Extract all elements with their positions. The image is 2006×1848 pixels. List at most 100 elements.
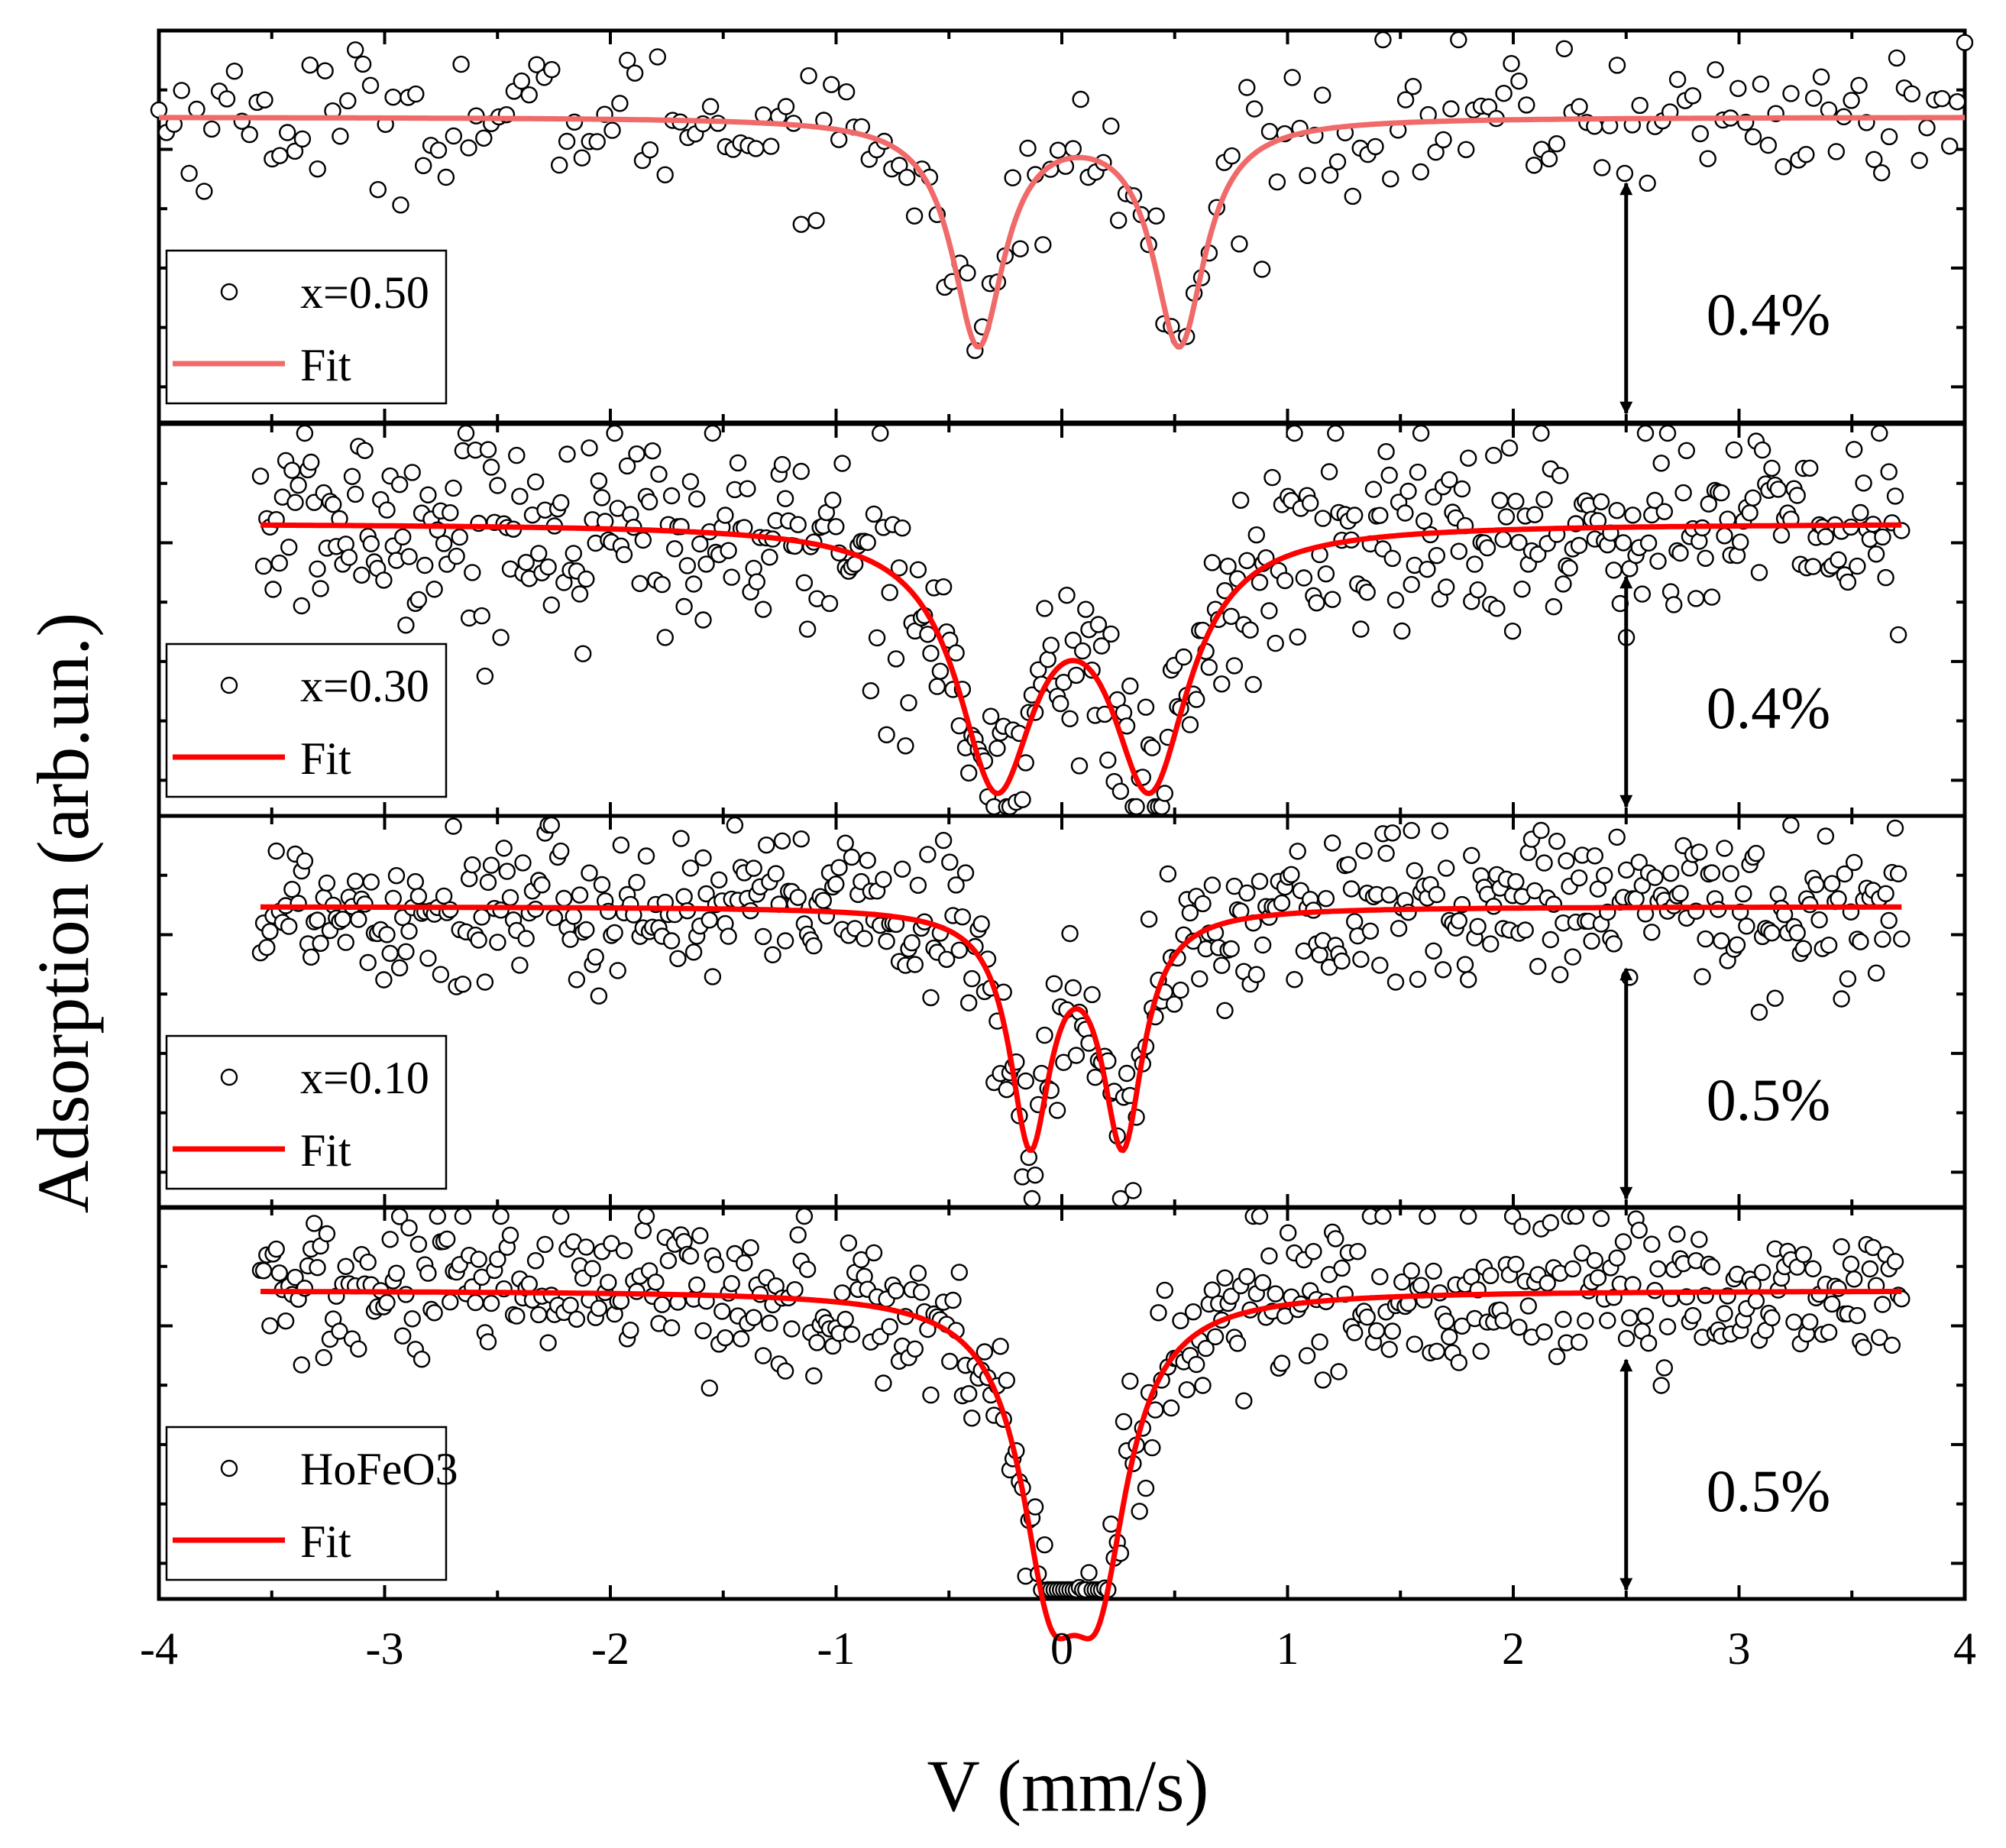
data-point: [998, 1371, 1016, 1390]
data-point: [1687, 590, 1705, 607]
data-point: [1797, 145, 1815, 163]
data-point: [1295, 569, 1313, 587]
data-point: [1823, 875, 1841, 892]
data-point: [1794, 1245, 1813, 1264]
y-axis-title: Adsorption (arb.un.): [22, 613, 104, 1214]
data-point: [517, 554, 535, 571]
data-point: [1323, 834, 1341, 852]
data-point: [1911, 151, 1928, 170]
data-point: [1450, 1354, 1468, 1371]
data-point: [1948, 92, 1966, 111]
data-point: [1561, 559, 1578, 577]
legend-data-label: HoFeO3: [300, 1444, 458, 1494]
data-point: [1599, 1312, 1616, 1329]
data-point: [922, 1386, 940, 1404]
data-point: [1415, 512, 1433, 530]
data-point: [1703, 1258, 1721, 1276]
data-point: [611, 95, 629, 112]
data-point: [1545, 598, 1563, 616]
data-point: [1567, 1207, 1585, 1225]
data-point: [1441, 471, 1458, 489]
data-point: [710, 871, 728, 889]
data-point: [615, 545, 633, 564]
data-point: [1364, 481, 1383, 498]
data-point: [1073, 642, 1092, 660]
data-point: [454, 1207, 472, 1225]
data-point: [1374, 31, 1392, 49]
data-point: [593, 875, 611, 894]
data-point: [1437, 859, 1455, 877]
data-point: [1849, 557, 1866, 575]
data-point: [1355, 842, 1373, 859]
data-point: [464, 564, 481, 581]
legend-marker: [220, 1459, 238, 1477]
data-point: [906, 956, 924, 973]
data-point: [853, 1251, 870, 1269]
legend-box: [165, 1426, 448, 1581]
data-point: [1267, 634, 1284, 652]
data-point: [1187, 1355, 1205, 1374]
data-point: [1707, 61, 1724, 79]
data-point: [1614, 534, 1632, 552]
data-point: [1260, 1247, 1278, 1265]
data-point: [1671, 544, 1689, 562]
data-point: [303, 948, 320, 966]
data-point: [1279, 1224, 1297, 1241]
data-point: [1886, 487, 1904, 505]
data-point: [347, 485, 364, 503]
data-point: [1617, 861, 1636, 879]
data-point: [678, 557, 696, 574]
data-point: [476, 973, 494, 991]
data-point: [1419, 1207, 1436, 1225]
data-point: [662, 1319, 681, 1337]
scale-bar-label: 0.5%: [1707, 1458, 1830, 1524]
data-point: [717, 507, 734, 524]
data-point: [542, 596, 560, 614]
data-point: [1871, 424, 1888, 442]
data-point: [1540, 150, 1558, 168]
data-point: [361, 76, 380, 95]
data-point: [403, 464, 421, 481]
data-point: [470, 1251, 487, 1268]
scale-bar-label: 0.5%: [1707, 1066, 1830, 1133]
data-point: [407, 85, 425, 103]
data-point: [482, 856, 500, 874]
data-point: [1238, 79, 1256, 96]
data-point: [1320, 463, 1338, 481]
x-tick-label: 0: [1050, 1623, 1073, 1674]
data-point: [501, 1226, 519, 1244]
data-point: [1245, 100, 1263, 118]
data-point: [1377, 844, 1395, 863]
data-point: [754, 1347, 772, 1364]
data-point: [1194, 1377, 1212, 1394]
data-point: [303, 453, 320, 471]
data-point: [1295, 942, 1313, 960]
data-point: [1463, 846, 1480, 865]
data-point: [900, 694, 917, 712]
data-point: [543, 60, 561, 79]
data-point: [1216, 1269, 1234, 1287]
data-point: [384, 88, 402, 106]
data-point: [1118, 1064, 1136, 1083]
data-point: [337, 934, 354, 951]
data-point: [1747, 844, 1765, 863]
data-point: [1555, 40, 1574, 57]
data-point: [438, 1230, 456, 1248]
data-point: [1766, 989, 1784, 1007]
data-point: [1933, 89, 1951, 108]
legend-marker: [220, 1068, 238, 1086]
data-point: [387, 866, 406, 885]
panel-1: 0.4% x=0.50 Fit: [150, 28, 1974, 425]
data-point: [748, 573, 765, 591]
x-tick-label: -1: [817, 1623, 856, 1674]
data-point: [590, 987, 608, 1005]
data-point: [1763, 924, 1781, 942]
data-point: [1124, 1182, 1142, 1199]
data-point: [1067, 1047, 1086, 1064]
data-point: [1605, 935, 1623, 953]
data-point: [479, 873, 497, 892]
data-point: [526, 473, 545, 490]
data-point: [783, 1320, 801, 1338]
data-point: [789, 888, 807, 906]
data-point: [356, 442, 374, 459]
